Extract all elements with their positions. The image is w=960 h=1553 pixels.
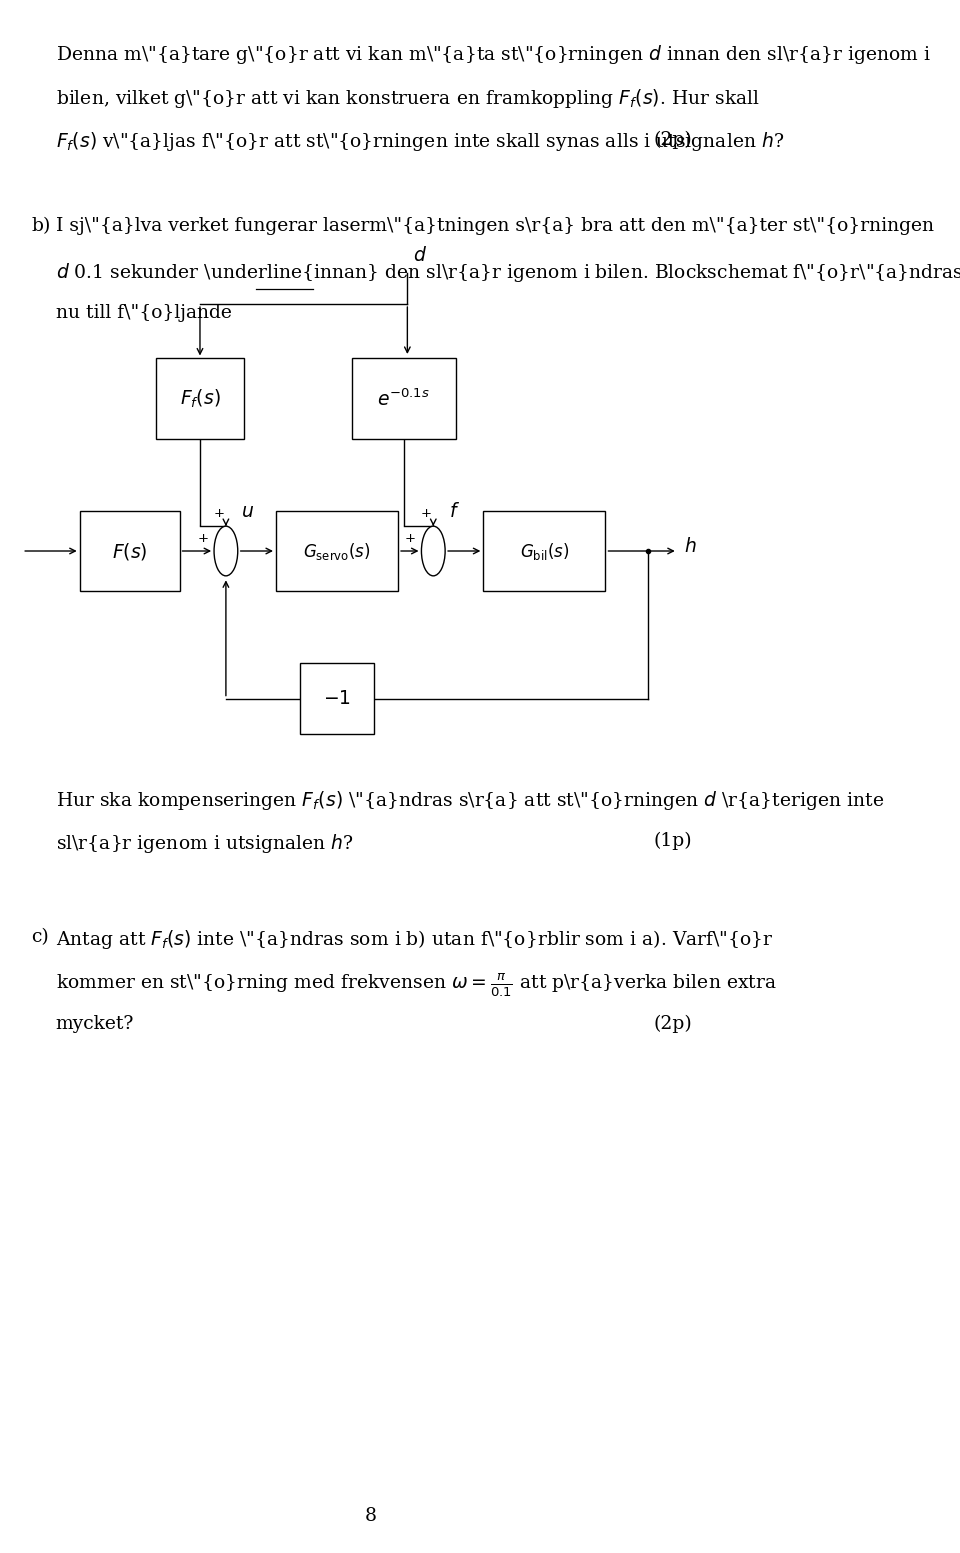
Text: $-1$: $-1$ bbox=[324, 690, 351, 708]
Bar bbox=[276, 511, 398, 592]
Text: Denna m\"{a}tare g\"{o}r att vi kan m\"{a}ta st\"{o}rningen $d$ innan den sl\r{a: Denna m\"{a}tare g\"{o}r att vi kan m\"{… bbox=[56, 43, 931, 67]
Bar bbox=[156, 359, 245, 439]
Text: (1p): (1p) bbox=[654, 832, 692, 851]
Text: $F_f(s)$ v\"{a}ljas f\"{o}r att st\"{o}rningen inte skall synas alls i utsignale: $F_f(s)$ v\"{a}ljas f\"{o}r att st\"{o}r… bbox=[56, 130, 783, 154]
Text: $G_{\rm servo}(s)$: $G_{\rm servo}(s)$ bbox=[303, 540, 371, 562]
Text: I sj\"{a}lva verket fungerar laserm\"{a}tningen s\r{a} bra att den m\"{a}ter st\: I sj\"{a}lva verket fungerar laserm\"{a}… bbox=[56, 217, 933, 236]
Text: c): c) bbox=[31, 927, 49, 946]
Circle shape bbox=[421, 526, 445, 576]
Text: $d$ 0.1 sekunder \underline{innan} den sl\r{a}r igenom i bilen. Blockschemat f\": $d$ 0.1 sekunder \underline{innan} den s… bbox=[56, 261, 960, 284]
Text: 8: 8 bbox=[365, 1506, 376, 1525]
Text: $G_{\rm bil}(s)$: $G_{\rm bil}(s)$ bbox=[519, 540, 569, 562]
Text: $F(s)$: $F(s)$ bbox=[112, 540, 148, 562]
Text: $+$: $+$ bbox=[197, 531, 208, 545]
Text: Antag att $F_f(s)$ inte \"{a}ndras som i b) utan f\"{o}rblir som i a). Varf\"{o}: Antag att $F_f(s)$ inte \"{a}ndras som i… bbox=[56, 927, 773, 950]
Text: $f$: $f$ bbox=[449, 503, 460, 522]
Text: b): b) bbox=[31, 217, 51, 236]
Bar bbox=[351, 359, 455, 439]
Text: mycket?: mycket? bbox=[56, 1014, 134, 1033]
Text: sl\r{a}r igenom i utsignalen $h$?: sl\r{a}r igenom i utsignalen $h$? bbox=[56, 832, 353, 856]
Text: nu till f\"{o}ljande: nu till f\"{o}ljande bbox=[56, 304, 231, 323]
Text: (2p): (2p) bbox=[654, 130, 692, 149]
Bar bbox=[300, 663, 374, 735]
Text: kommer en st\"{o}rning med frekvensen $\omega = \frac{\pi}{0.1}$ att p\r{a}verka: kommer en st\"{o}rning med frekvensen $\… bbox=[56, 971, 777, 999]
Circle shape bbox=[214, 526, 238, 576]
Text: $+$: $+$ bbox=[404, 531, 416, 545]
Text: $h$: $h$ bbox=[684, 537, 696, 556]
Text: (2p): (2p) bbox=[654, 1014, 692, 1033]
Text: $+$: $+$ bbox=[420, 506, 432, 520]
Text: $d$: $d$ bbox=[414, 247, 427, 266]
Text: Hur ska kompenseringen $F_f(s)$ \"{a}ndras s\r{a} att st\"{o}rningen $d$ \r{a}te: Hur ska kompenseringen $F_f(s)$ \"{a}ndr… bbox=[56, 789, 884, 812]
Bar bbox=[80, 511, 180, 592]
Text: $u$: $u$ bbox=[242, 503, 254, 522]
Bar bbox=[483, 511, 606, 592]
Text: bilen, vilket g\"{o}r att vi kan konstruera en framkoppling $F_f(s)$. Hur skall: bilen, vilket g\"{o}r att vi kan konstru… bbox=[56, 87, 759, 110]
Text: $e^{-0.1s}$: $e^{-0.1s}$ bbox=[377, 388, 430, 410]
Text: $+$: $+$ bbox=[213, 506, 225, 520]
Text: $F_f(s)$: $F_f(s)$ bbox=[180, 388, 221, 410]
